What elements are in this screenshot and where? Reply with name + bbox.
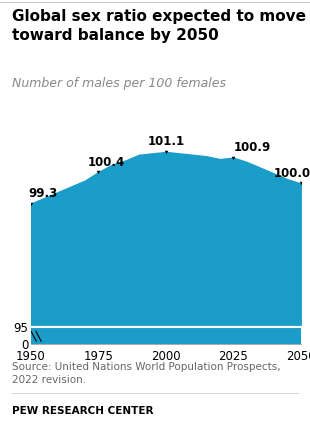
Text: 100.9: 100.9 — [233, 141, 271, 154]
Text: 100.4: 100.4 — [88, 156, 125, 169]
Text: 101.1: 101.1 — [147, 135, 184, 148]
Text: PEW RESEARCH CENTER: PEW RESEARCH CENTER — [12, 406, 154, 416]
Text: Number of males per 100 females: Number of males per 100 females — [12, 77, 226, 90]
Text: 99.3: 99.3 — [28, 187, 58, 200]
Text: Global sex ratio expected to move
toward balance by 2050: Global sex ratio expected to move toward… — [12, 9, 306, 43]
Text: Source: United Nations World Population Prospects,
2022 revision.: Source: United Nations World Population … — [12, 362, 281, 385]
Text: 100.0: 100.0 — [274, 167, 310, 180]
